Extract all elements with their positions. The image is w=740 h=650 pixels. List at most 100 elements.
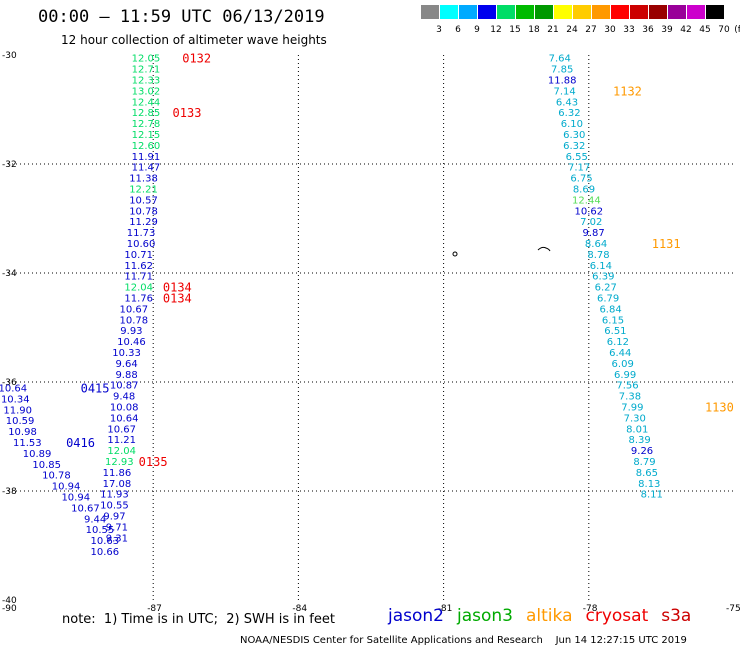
data-label: 12.04 (107, 446, 136, 457)
data-label: 12.44 (132, 97, 161, 108)
data-label: 6.79 (597, 294, 619, 305)
legend: jason2 jason3 altika cryosat s3a (388, 606, 704, 626)
data-label: 10.62 (574, 206, 603, 217)
data-label: 9.87 (583, 228, 605, 239)
pass-annotation: 0132 (182, 52, 211, 66)
data-label: 10.89 (23, 449, 52, 460)
pass-annotation: 0134 (163, 281, 192, 295)
data-label: 12.93 (105, 457, 134, 468)
scale-label: 42 (680, 25, 692, 35)
data-label: 8.13 (638, 479, 660, 490)
data-label: 6.43 (556, 97, 578, 108)
data-label: 6.51 (604, 326, 626, 337)
data-label: 9.31 (106, 533, 128, 544)
data-label: 7.56 (616, 381, 638, 392)
data-label: 6.39 (592, 272, 614, 283)
pass-annotation: 1130 (705, 401, 734, 415)
scale-swatch (630, 5, 648, 19)
data-label: 12.44 (572, 195, 601, 206)
data-label: 6.10 (561, 119, 583, 130)
legend-jason3: jason3 (457, 606, 513, 626)
scale-label: 24 (566, 25, 578, 35)
scale-swatch (706, 5, 724, 19)
data-label: 12.15 (132, 130, 161, 141)
data-label: 12.05 (132, 54, 161, 65)
scale-swatch (554, 5, 572, 19)
data-label: 6.12 (607, 337, 629, 348)
data-label: 6.99 (614, 370, 636, 381)
data-label: 9.71 (106, 522, 128, 533)
data-label: 13.02 (132, 86, 161, 97)
data-label: 11.29 (129, 217, 158, 228)
data-label: 6.14 (590, 261, 612, 272)
scale-swatch (440, 5, 458, 19)
data-label: 10.67 (71, 503, 100, 514)
scale-swatch (459, 5, 477, 19)
data-label: 10.71 (124, 250, 153, 261)
scale-label: 6 (455, 25, 461, 35)
data-label: 10.87 (110, 381, 139, 392)
scale-swatch (611, 5, 629, 19)
pass-annotation: 1131 (652, 237, 681, 251)
data-label: 12.85 (132, 108, 161, 119)
y-tick-label: -40 (2, 596, 17, 606)
data-label: 10.98 (8, 427, 37, 438)
data-label: 7.38 (619, 392, 641, 403)
data-label: 7.17 (568, 163, 590, 174)
x-tick-label: -75 (726, 604, 740, 614)
y-tick-label: -30 (2, 51, 17, 61)
data-label: 6.15 (602, 315, 624, 326)
y-tick-label: -34 (2, 269, 17, 279)
data-label: 6.32 (563, 141, 585, 152)
data-label: 12.78 (132, 119, 161, 130)
island-shape (537, 246, 551, 252)
scale-swatch (687, 5, 705, 19)
data-label: 8.65 (636, 468, 658, 479)
legend-cryosat: cryosat (585, 606, 649, 626)
data-label: 6.44 (609, 348, 631, 359)
scale-label: 27 (585, 25, 597, 35)
scale-swatch (516, 5, 534, 19)
data-label: 6.55 (566, 152, 588, 163)
data-label: 11.86 (103, 468, 132, 479)
scale-label: 3 (436, 25, 442, 35)
data-label: 10.34 (1, 394, 30, 405)
data-label: 12.71 (132, 65, 161, 76)
scale-label: 45 (699, 25, 711, 35)
data-label: 11.38 (129, 174, 158, 185)
data-label: 6.30 (563, 130, 585, 141)
scale-label: 70 (718, 25, 730, 35)
scale-label: 33 (623, 25, 635, 35)
data-label: 11.91 (132, 152, 161, 163)
scale-label: 39 (661, 25, 673, 35)
data-label: 9.44 (84, 514, 106, 525)
data-label: 10.60 (127, 239, 156, 250)
footer-credit: NOAA/NESDIS Center for Satellite Applica… (240, 635, 687, 646)
y-tick-label: -38 (2, 487, 17, 497)
data-label: 11.88 (548, 76, 577, 87)
data-label: 9.26 (631, 446, 653, 457)
x-tick-label: -81 (438, 604, 453, 614)
y-tick-label: -32 (2, 160, 17, 170)
island-shape (452, 251, 458, 257)
data-label: 8.11 (641, 490, 663, 501)
chart-subtitle: 12 hour collection of altimeter wave hei… (61, 33, 327, 47)
data-label: 11.47 (132, 163, 161, 174)
x-tick-label: -78 (583, 604, 598, 614)
data-label: 12.33 (132, 76, 161, 87)
data-label: 11.73 (127, 228, 156, 239)
scale-swatch (478, 5, 496, 19)
data-label: 10.94 (61, 492, 90, 503)
scale-swatch (535, 5, 553, 19)
data-label: 6.84 (599, 304, 621, 315)
data-label: 11.76 (124, 294, 153, 305)
data-label: 6.09 (612, 359, 634, 370)
data-label: 10.78 (120, 315, 149, 326)
data-label: 11.53 (13, 438, 42, 449)
scale-swatch (573, 5, 591, 19)
data-label: 11.21 (107, 435, 136, 446)
y-tick-label: -36 (2, 378, 17, 388)
data-label: 10.59 (6, 416, 35, 427)
data-label: 17.08 (103, 479, 132, 490)
